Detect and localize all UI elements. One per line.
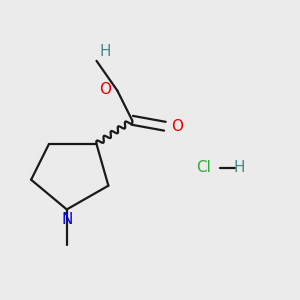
- Text: H: H: [233, 160, 245, 175]
- Text: Cl: Cl: [196, 160, 211, 175]
- Text: O: O: [171, 119, 183, 134]
- Text: N: N: [61, 212, 73, 227]
- Text: O: O: [99, 82, 111, 97]
- Text: H: H: [100, 44, 111, 59]
